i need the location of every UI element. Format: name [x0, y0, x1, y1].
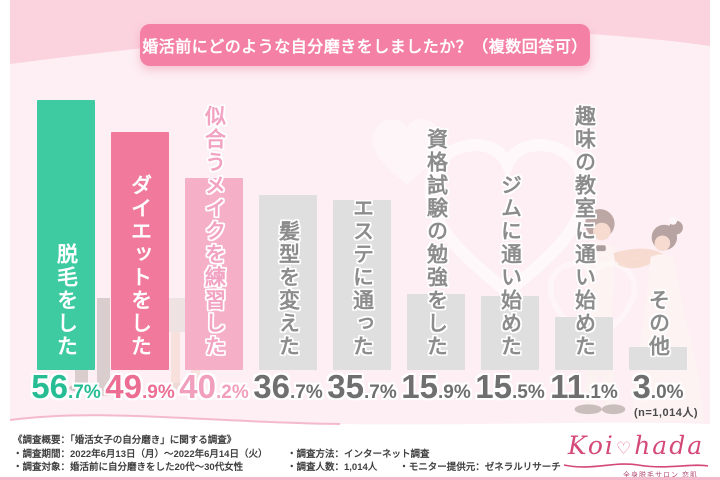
- bar-column: 髪型を変えた 36.7%: [253, 0, 323, 432]
- bar-value-decimal: .7%: [363, 382, 397, 403]
- footer: 《調査概要：「婚活女子の自分磨き」に関する調査》 ・調査期間：2022年6月13…: [0, 431, 720, 479]
- bar-label: ダイエットをした: [128, 174, 152, 358]
- bar-value-label: 11.1%: [550, 368, 618, 406]
- bar-value-integer: 11: [550, 368, 586, 405]
- bar-label: 髪型を変えた: [276, 220, 300, 358]
- chart-panel: 婚活前にどのような自分磨きをしましたか？（複数回答可） 脱毛をした 56.7% …: [10, 0, 710, 432]
- bar-column: 似合うメイクを練習した 40.2%: [179, 0, 248, 432]
- logo-underline: [563, 463, 709, 468]
- bar-label: 趣味の教室に通い始めた: [572, 105, 596, 358]
- bar-value-integer: 49: [105, 368, 142, 405]
- bar: [333, 200, 391, 370]
- bar-value-label: 15.5%: [475, 368, 544, 406]
- bar-label: 似合うメイクを練習した: [202, 105, 226, 358]
- bar: [407, 294, 465, 370]
- bar-label: エステに通った: [350, 197, 374, 358]
- survey-target: ・調査対象：婚活前に自分磨きをした20代～30代女性: [13, 462, 244, 473]
- logo-tagline: 全身脱毛サロン 恋肌: [623, 472, 698, 479]
- bar-value-integer: 3: [632, 368, 651, 405]
- bar-value-label: 49.9%: [105, 368, 174, 406]
- bottom-wave-decoration: [10, 414, 710, 432]
- bar-value-decimal: .7%: [67, 382, 101, 403]
- bar-value-label: 40.2%: [179, 368, 248, 406]
- bar-value-integer: 56: [31, 368, 68, 405]
- bar: [111, 132, 169, 370]
- bar-label: 資格試験の勉強をした: [424, 128, 448, 358]
- bar: [37, 100, 95, 370]
- bar-value-integer: 40: [179, 368, 216, 405]
- bar-value-decimal: .9%: [141, 382, 175, 403]
- bar-value-integer: 35: [327, 368, 364, 405]
- bar: [629, 347, 687, 370]
- bar-value-label: 35.7%: [327, 368, 396, 406]
- bar-column: 脱毛をした 56.7%: [31, 0, 101, 432]
- bottom-border-line: [0, 477, 720, 480]
- brand-logo-text: Koi♡hada: [567, 431, 705, 460]
- bar-value-label: 36.7%: [253, 368, 322, 406]
- bar: [185, 178, 243, 370]
- bar-value-decimal: .9%: [437, 382, 471, 403]
- bar: [259, 195, 317, 370]
- logo-heart-icon: ♡: [615, 439, 634, 459]
- brand-logo: Koi♡hada 全身脱毛サロン 恋肌: [560, 431, 712, 479]
- bar: [481, 296, 539, 370]
- bar-value-integer: 15: [401, 368, 438, 405]
- bar-column: エステに通った 35.7%: [327, 0, 396, 432]
- bar-value-decimal: .0%: [650, 382, 684, 403]
- bar-label: 脱毛をした: [54, 243, 78, 358]
- bar-value-integer: 15: [475, 368, 512, 405]
- bar-label: ジムに通い始めた: [498, 174, 522, 358]
- bar-value-decimal: .1%: [585, 382, 618, 403]
- bar-value-decimal: .7%: [289, 382, 323, 403]
- bar-value-decimal: .5%: [511, 382, 545, 403]
- survey-respondents: ・調査人数：1,014人: [287, 462, 378, 473]
- survey-summary-mid: ・調査方法：インターネット調査 ・調査人数：1,014人 ・モニター提供元：ゼネラ…: [287, 448, 561, 475]
- survey-overview: 《調査概要：「婚活女子の自分磨き」に関する調査》: [13, 435, 237, 446]
- bar: [555, 317, 613, 370]
- bar-value-label: 15.9%: [401, 368, 470, 406]
- chart-title: 婚活前にどのような自分磨きをしましたか？（複数回答可）: [140, 24, 590, 66]
- bar-value-label: 3.0%: [632, 368, 683, 406]
- sample-size-note: (n=1,014人): [634, 407, 698, 419]
- survey-summary-left: 《調査概要：「婚活女子の自分磨き」に関する調査》 ・調査期間：2022年6月13…: [13, 434, 267, 475]
- bar-chart: 脱毛をした 56.7% ダイエットをした 49.9% 似合うメイクを練習した 4…: [10, 0, 710, 432]
- survey-monitor: ・モニター提供元：ゼネラルリサーチ: [399, 462, 561, 473]
- bar-label: その他: [646, 289, 670, 358]
- bar-column: その他 3.0%: [629, 0, 687, 432]
- bar-value-label: 56.7%: [31, 368, 100, 406]
- bar-value-decimal: .2%: [215, 382, 249, 403]
- bar-value-integer: 36: [253, 368, 290, 405]
- bar-column: ダイエットをした 49.9%: [105, 0, 175, 432]
- survey-period: ・調査期間：2022年6月13日（月）～2022年6月14日（火）: [13, 448, 268, 460]
- survey-method: ・調査方法：インターネット調査: [287, 448, 430, 460]
- top-wave-decoration: [10, 0, 710, 64]
